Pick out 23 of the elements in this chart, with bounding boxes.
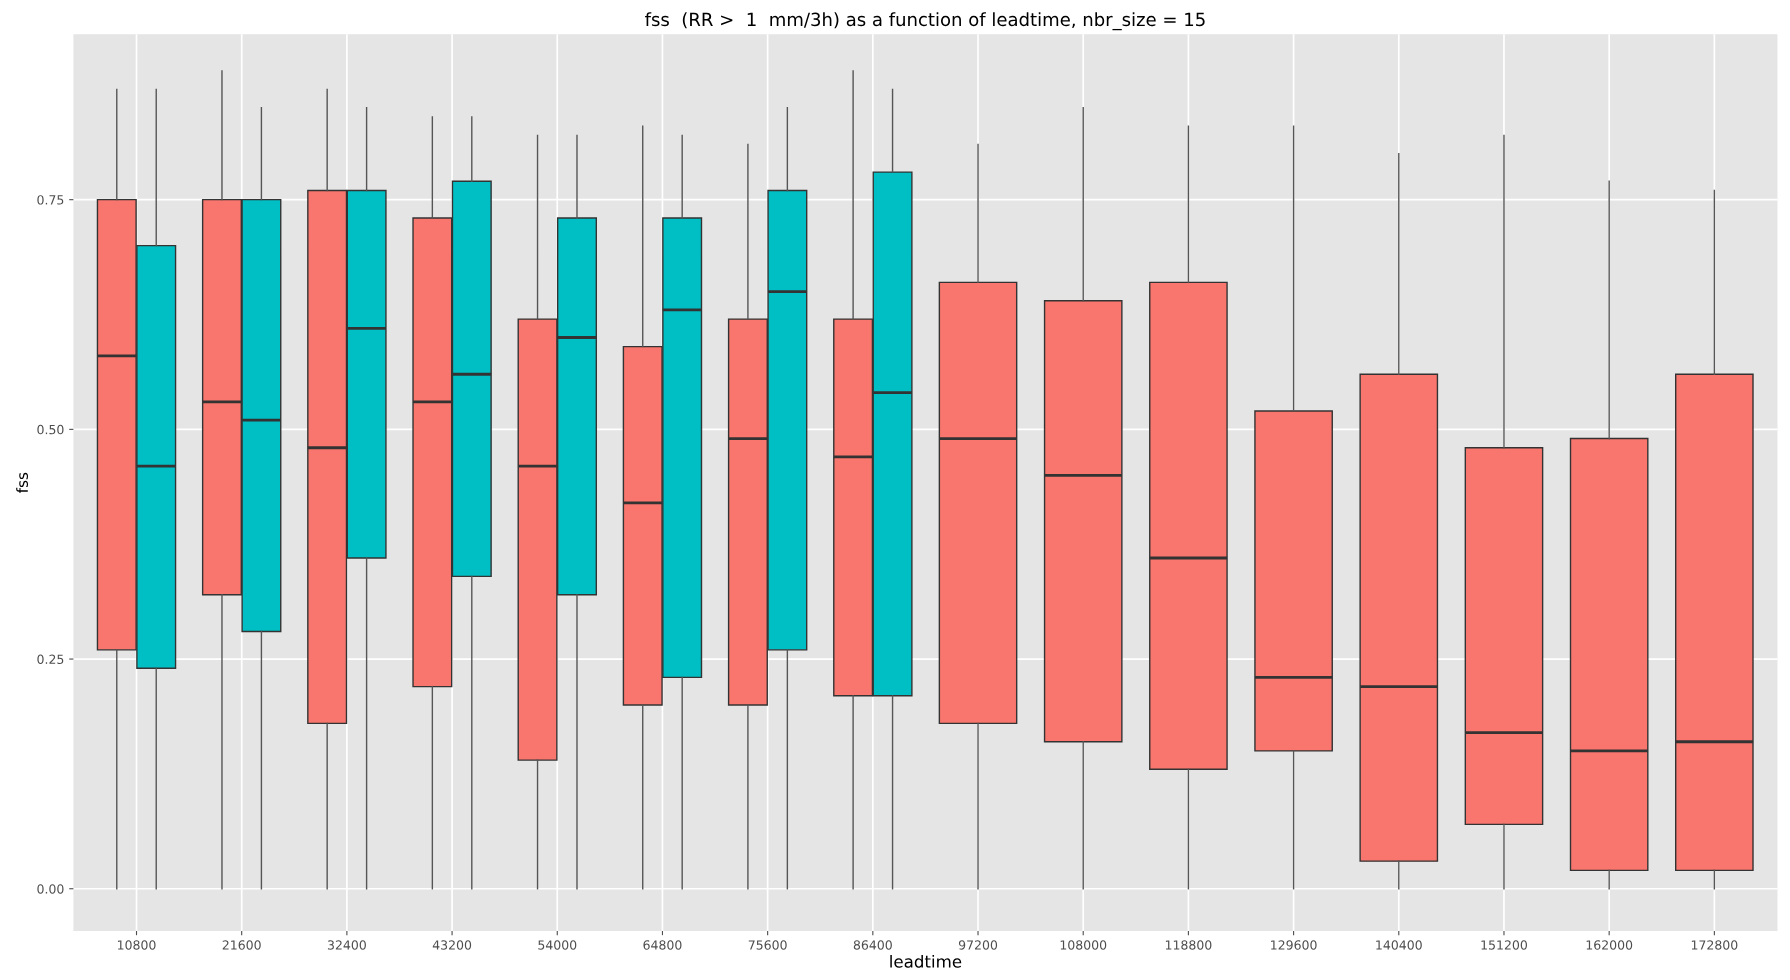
x-tick-label: 64800 [643,940,682,950]
x-tick-label: 129600 [1271,940,1317,950]
x-tick-label: 140400 [1376,940,1422,950]
x-tick-label: 32400 [327,940,366,950]
x-tick-label: 162000 [1586,940,1633,950]
y-tick-label: 0.50 [37,424,64,435]
x-tick-label: 75600 [748,940,787,950]
x-tick-label: 151200 [1481,940,1527,950]
x-tick-label: 172800 [1691,940,1738,950]
x-tick-label: 118800 [1165,940,1212,950]
x-tick-label: 43200 [432,940,472,950]
x-tick-label: 10800 [117,940,156,950]
y-axis-title: fss [16,472,29,493]
x-tick-label: 108000 [1060,940,1107,950]
y-tick-label: 0.00 [37,884,64,894]
x-tick-label: 97200 [958,940,998,950]
x-axis-title: leadtime [890,954,962,968]
chart-title: fss (RR > 1 mm/3h) as a function of leadtime, nbr_size = 15 [645,12,1205,31]
y-tick-label: 0.75 [37,195,64,205]
x-tick-label: 54000 [538,940,577,950]
x-tick-label: 21600 [222,940,261,950]
y-tick-label: 0.25 [37,654,64,664]
x-tick-label: 86400 [853,940,892,950]
